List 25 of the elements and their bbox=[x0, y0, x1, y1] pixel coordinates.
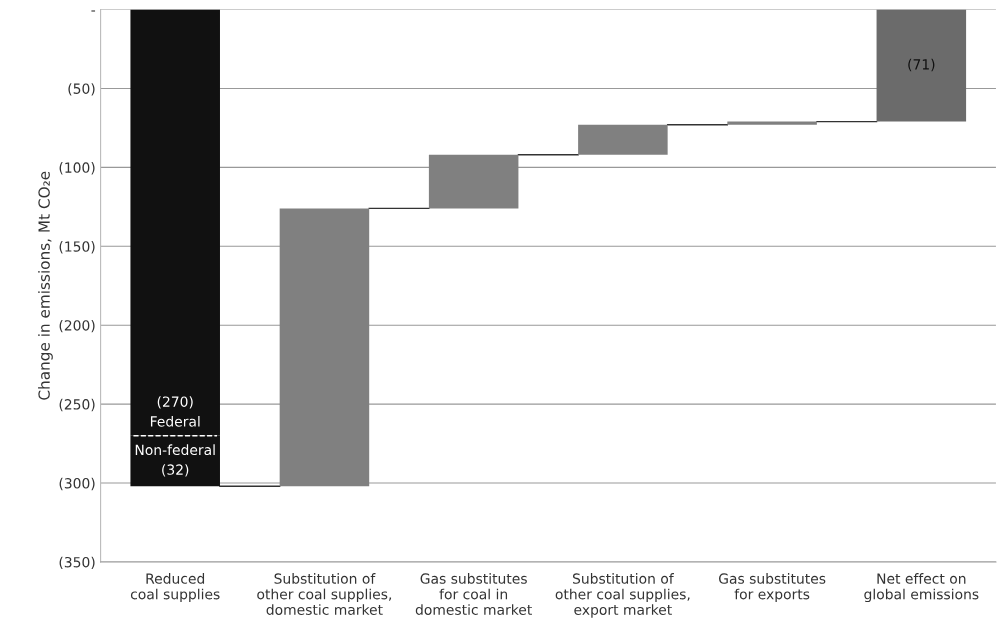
x-tick-label: Gas substitutes for coal in domestic market bbox=[415, 573, 532, 615]
y-tick-label: (300) bbox=[59, 477, 95, 491]
y-axis-title: Change in emissions, Mt CO₂e bbox=[38, 171, 53, 400]
y-tick-label: (200) bbox=[59, 319, 95, 333]
x-tick-label: Reduced coal supplies bbox=[130, 573, 220, 603]
y-tick-label: (150) bbox=[59, 241, 95, 254]
bar bbox=[876, 9, 967, 122]
x-tick-label: Substitution of other coal supplies, domestic market bbox=[257, 573, 392, 615]
bar bbox=[428, 154, 519, 209]
data-label: (270) bbox=[157, 396, 193, 409]
y-tick-label: - bbox=[91, 10, 96, 12]
y-tick-label: (100) bbox=[59, 162, 95, 175]
bar bbox=[578, 124, 668, 155]
x-tick-label: Gas substitutes for exports bbox=[718, 573, 826, 603]
y-tick-label: (350) bbox=[59, 556, 95, 570]
data-label: (32) bbox=[162, 464, 189, 477]
data-label: (71) bbox=[908, 58, 935, 72]
series-label: Non-federal bbox=[135, 444, 215, 456]
bar bbox=[279, 208, 370, 487]
y-tick-label: (250) bbox=[59, 398, 95, 412]
x-tick-label: Net effect on global emissions bbox=[864, 573, 979, 603]
bar bbox=[727, 121, 817, 125]
x-tick-label: Substitution of other coal supplies, export market bbox=[555, 573, 690, 618]
y-tick-label: (50) bbox=[68, 83, 95, 96]
series-label: Federal bbox=[150, 415, 200, 427]
